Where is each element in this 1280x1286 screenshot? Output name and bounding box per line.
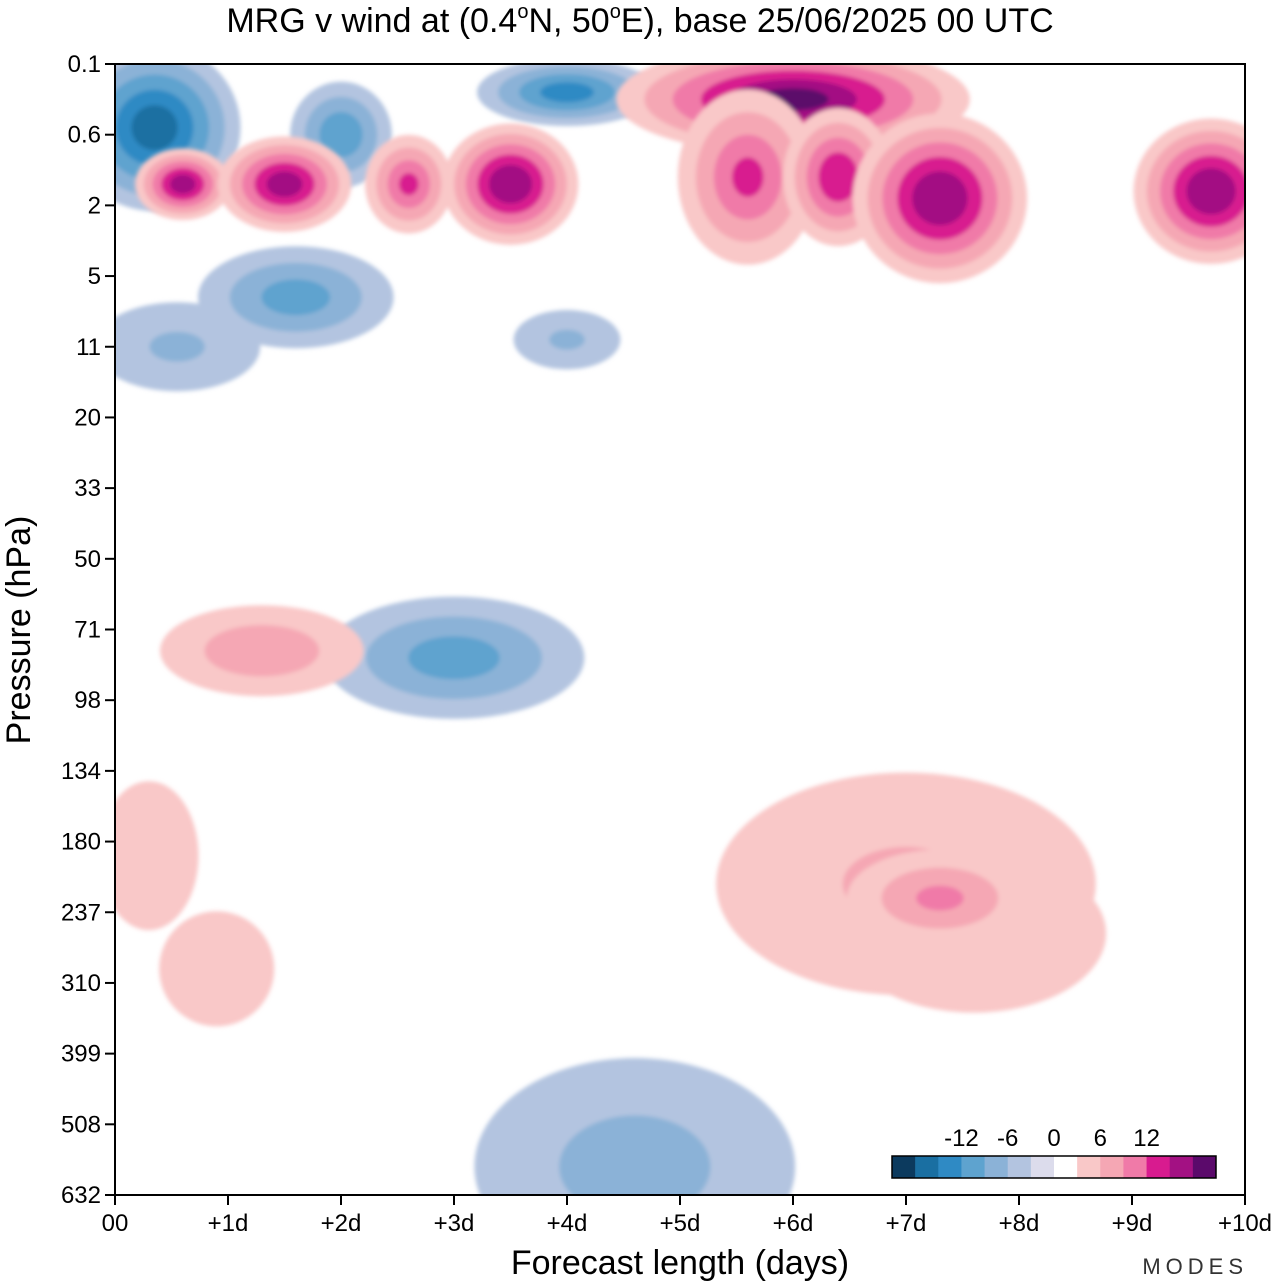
y-axis: 0.1 0.6 2 5 11 20 33 50 71 98 134 180 237 310 399 508 63… (61, 51, 115, 1209)
contour-band (408, 636, 500, 680)
x-tick-label: +8d (999, 1210, 1040, 1237)
colorbar-label: -6 (997, 1125, 1018, 1152)
x-tick-label: +1d (208, 1210, 249, 1237)
contour-region-negative (323, 596, 585, 719)
contour-band (818, 152, 858, 202)
contour-band (549, 329, 585, 350)
y-axis-title: Pressure (hPa) (0, 516, 38, 745)
contour-band (559, 1115, 711, 1195)
y-tick-label: 632 (61, 1182, 101, 1209)
contour-band (261, 279, 331, 316)
colorbar-swatch (915, 1156, 939, 1178)
contour-region-positive (846, 849, 1033, 947)
y-tick-label: 33 (74, 475, 101, 502)
x-tick-label: +10d (1218, 1210, 1272, 1237)
colorbar-label: -12 (944, 1125, 979, 1152)
contour-band (488, 164, 533, 204)
x-tick-label: +4d (547, 1210, 588, 1237)
contour-region-positive (217, 136, 352, 232)
contour-band (169, 174, 196, 194)
contour-region-positive (160, 605, 364, 697)
contour-region-positive (135, 148, 231, 221)
degree-sign-2: o (610, 1, 621, 23)
contour-region-positive (115, 781, 199, 931)
contour-band (912, 171, 968, 226)
colorbar-swatch (961, 1156, 986, 1178)
y-tick-label: 50 (74, 546, 101, 573)
colorbar: -12 -6 0 6 12 (891, 1125, 1217, 1179)
y-tick-label: 0.1 (68, 51, 101, 78)
y-tick-label: 20 (74, 404, 101, 431)
colorbar-swatch (892, 1156, 916, 1178)
contour-band (149, 331, 205, 362)
y-tick-label: 237 (61, 899, 101, 926)
colorbar-swatch (1146, 1156, 1171, 1178)
contour-region-positive (159, 911, 275, 1027)
x-tick-label: +2d (321, 1210, 362, 1237)
contour-band (540, 82, 594, 103)
colorbar-swatch (1054, 1156, 1078, 1178)
contour-region-positive (365, 134, 453, 234)
contour-region-positive (852, 113, 1028, 284)
title-part-3: E), base 25/06/2025 00 UTC (621, 2, 1054, 40)
x-tick-label: +5d (660, 1210, 701, 1237)
y-tick-label: 180 (61, 829, 101, 856)
x-tick-label: +7d (886, 1210, 927, 1237)
contour-region-negative (474, 1058, 796, 1195)
y-tick-label: 5 (88, 263, 101, 290)
colorbar-swatch (1100, 1156, 1124, 1178)
positive-regions (115, 64, 1245, 1027)
y-tick-label: 11 (76, 334, 101, 361)
modes-brand: MODES (1142, 1254, 1248, 1279)
title-part-1: MRG v wind at (0.4 (226, 2, 517, 40)
contour-region-negative (115, 302, 261, 392)
colorbar-swatch (984, 1156, 1009, 1178)
y-tick-label: 2 (88, 192, 101, 219)
x-tick-label: +6d (773, 1210, 814, 1237)
contour-region-positive (677, 89, 818, 265)
colorbar-label: 0 (1047, 1125, 1060, 1152)
contour-band (115, 781, 199, 931)
contour-region-negative (477, 64, 657, 127)
x-tick-label: 00 (102, 1210, 129, 1237)
y-tick-label: 0.6 (68, 122, 101, 149)
y-tick-label: 98 (74, 687, 101, 714)
colorbar-swatch (938, 1156, 962, 1178)
colorbar-label: 12 (1133, 1125, 1160, 1152)
title-part-2: N, 50 (528, 2, 609, 40)
colorbar-swatch (1169, 1156, 1194, 1178)
contour-band (398, 173, 419, 196)
y-tick-label: 134 (61, 758, 101, 785)
colorbar-swatch (1192, 1156, 1217, 1178)
contour-region-positive (442, 123, 579, 245)
y-tick-label: 310 (61, 970, 101, 997)
contour-band (159, 911, 275, 1027)
colorbar-swatch (1123, 1156, 1148, 1178)
y-tick-label: 508 (61, 1111, 101, 1138)
colorbar-label: 6 (1094, 1125, 1107, 1152)
chart-title: MRG v wind at (0.4oN, 50oE), base 25/06/… (226, 1, 1053, 40)
y-tick-label: 71 (74, 617, 101, 644)
contour-band (266, 171, 303, 197)
degree-sign-1: o (517, 1, 528, 23)
colorbar-swatch (1030, 1156, 1055, 1178)
colorbar-swatch (1077, 1156, 1101, 1178)
colorbar-swatch (1007, 1156, 1032, 1178)
contour-band (131, 105, 178, 151)
contour-band (319, 112, 363, 158)
y-tick-label: 399 (61, 1041, 101, 1068)
x-tick-label: +9d (1112, 1210, 1153, 1237)
colorbar-frame (891, 1155, 1217, 1179)
contour-band (731, 157, 764, 197)
x-axis: 00 +1d +2d +3d +4d +5d +6d +7d +8d +9d +10d (102, 1195, 1272, 1237)
contour-region-positive (1133, 118, 1245, 264)
x-tick-label: +3d (434, 1210, 475, 1237)
contour-band (916, 885, 964, 911)
x-axis-title: Forecast length (days) (511, 1244, 849, 1282)
contour-band (1186, 168, 1236, 215)
contour-field (115, 64, 1245, 1195)
contour-band (204, 625, 320, 677)
contour-region-negative (513, 309, 621, 370)
